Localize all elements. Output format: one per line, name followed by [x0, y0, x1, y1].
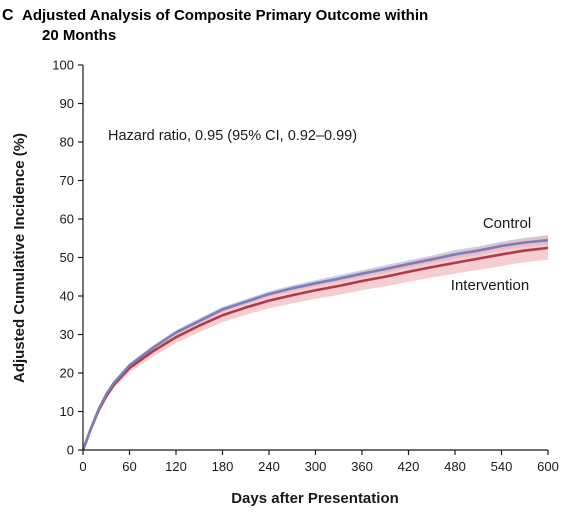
y-axis-ticks: 0 10 20 30 40 50 60 70 80 90 100	[52, 58, 83, 458]
x-tick-label: 600	[537, 459, 559, 474]
x-tick-label: 300	[305, 459, 327, 474]
hazard-ratio-annotation: Hazard ratio, 0.95 (95% CI, 0.92–0.99)	[108, 128, 357, 144]
y-tick-label: 20	[60, 366, 74, 381]
y-tick-label: 50	[60, 250, 74, 265]
x-tick-label: 240	[258, 459, 280, 474]
y-tick-label: 80	[60, 135, 74, 150]
x-tick-label: 540	[491, 459, 513, 474]
y-axis-title: Adjusted Cumulative Incidence (%)	[11, 133, 28, 383]
confidence-band-intervention	[83, 235, 548, 450]
x-tick-label: 420	[398, 459, 420, 474]
x-tick-label: 480	[444, 459, 466, 474]
series-line-control	[81, 238, 549, 451]
series-lines	[81, 238, 549, 451]
y-tick-label: 40	[60, 289, 74, 304]
series-label-intervention: Intervention	[451, 277, 529, 294]
x-axis-ticks: 0 60 120 180 240 300 360 420 480 540 600	[79, 450, 559, 474]
y-tick-label: 10	[60, 404, 74, 419]
x-tick-label: 0	[79, 459, 86, 474]
y-tick-label: 90	[60, 96, 74, 111]
x-tick-label: 60	[122, 459, 136, 474]
panel-letter: C	[2, 7, 14, 24]
confidence-bands	[83, 235, 548, 450]
y-tick-label: 100	[52, 58, 74, 73]
x-tick-label: 180	[212, 459, 234, 474]
y-tick-label: 30	[60, 327, 74, 342]
y-tick-label: 70	[60, 173, 74, 188]
y-tick-label: 0	[67, 443, 74, 458]
x-axis-title: Days after Presentation	[231, 490, 399, 507]
series-label-control: Control	[483, 215, 531, 232]
x-tick-label: 120	[165, 459, 187, 474]
y-tick-label: 60	[60, 212, 74, 227]
x-tick-label: 360	[351, 459, 373, 474]
chart-title-line-2: 20 Months	[42, 27, 116, 44]
chart-title-line-1: Adjusted Analysis of Composite Primary O…	[22, 7, 428, 24]
